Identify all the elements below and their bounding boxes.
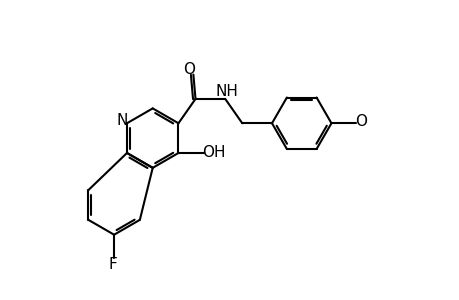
Text: F: F <box>108 257 117 272</box>
Text: N: N <box>116 113 128 128</box>
Text: O: O <box>183 62 195 77</box>
Text: O: O <box>354 114 366 129</box>
Text: NH: NH <box>215 85 238 100</box>
Text: OH: OH <box>202 146 225 160</box>
